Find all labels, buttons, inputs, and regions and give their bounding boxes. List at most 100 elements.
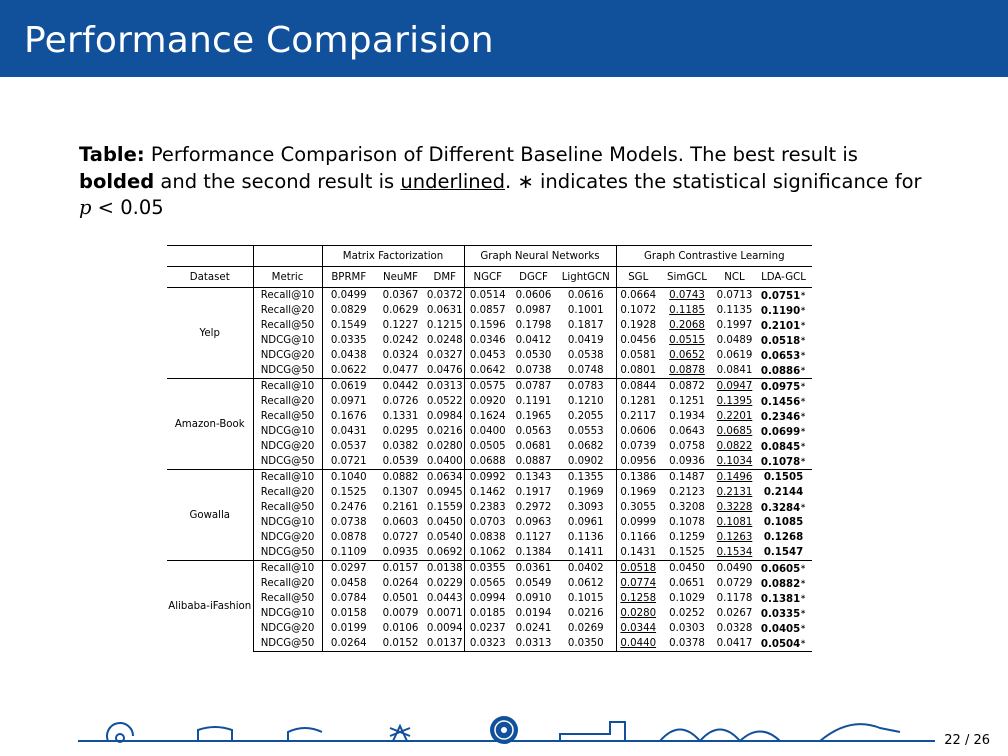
cell-value: 0.0157: [382, 563, 419, 574]
table-cell: 0.0945: [426, 485, 465, 500]
cell-value: 0.0651: [669, 578, 705, 589]
table-cell: 0.0237: [464, 621, 511, 636]
second-best-value: 0.1081: [716, 517, 753, 528]
cell-value: 0.0920: [469, 396, 506, 407]
cell-value: 0.0350: [567, 638, 604, 649]
table-cell: 0.0721: [322, 454, 375, 470]
table-cell: 0.1034: [714, 454, 755, 470]
table-cell: 0.0450: [426, 515, 465, 530]
table-cell: 0.0405∗: [755, 621, 812, 636]
best-value: 0.2101: [760, 320, 801, 332]
cell-value: 0.0158: [330, 608, 367, 619]
best-value: 0.2144: [763, 487, 804, 498]
table-row: NDCG@50 0.0721 0.0539 0.0400 0.0688 0.0887 0.0…: [167, 454, 812, 470]
cell-value: 0.1676: [330, 411, 367, 422]
table-cell: 0.1085: [755, 515, 812, 530]
dataset-name: Yelp: [167, 287, 254, 379]
table-cell: 0.0565: [464, 576, 511, 591]
table-cell: 0.0882: [375, 469, 426, 485]
table-cell: 0.1166: [616, 530, 660, 545]
table-cell: 0.0372: [426, 287, 465, 303]
second-best-value: 0.1185: [669, 305, 705, 316]
cell-value: 0.0400: [426, 456, 463, 467]
cell-value: 0.0094: [426, 623, 463, 634]
table-cell: 0.1798: [511, 318, 556, 333]
table-cell: 0.1191: [511, 394, 556, 409]
table-cell: 0.1343: [511, 469, 556, 485]
cell-value: 0.0619: [330, 381, 367, 392]
table-cell: 0.1081: [714, 515, 755, 530]
group-header-empty: [167, 245, 254, 267]
table-cell: 0.0280: [616, 606, 660, 621]
cell-value: 0.0442: [382, 381, 419, 392]
significance-star: ∗: [800, 501, 807, 510]
best-value: 0.1505: [763, 472, 804, 483]
best-value: 0.3284: [760, 502, 801, 514]
footer-hill: [819, 723, 901, 742]
table-cell: 0.0787: [511, 378, 556, 394]
table-cell: 0.2131: [714, 485, 755, 500]
table-cell: 0.0152: [375, 636, 426, 652]
cell-value: 0.0984: [426, 411, 463, 422]
cell-value: 0.0229: [426, 578, 463, 589]
cell-value: 0.0841: [716, 365, 753, 376]
table-cell: 0.1227: [375, 318, 426, 333]
table-cell: 0.1268: [755, 530, 812, 545]
table-cell: 0.1525: [322, 485, 375, 500]
table-cell: 0.0489: [714, 333, 755, 348]
table-cell: 0.0688: [464, 454, 511, 470]
cell-value: 0.2383: [469, 502, 506, 513]
cell-value: 0.0987: [515, 305, 552, 316]
significance-star: ∗: [800, 455, 807, 464]
cell-value: 0.0489: [716, 335, 753, 346]
table-cell: 0.0412: [511, 333, 556, 348]
cell-value: 0.0956: [620, 456, 657, 467]
cell-value: 0.0729: [716, 578, 753, 589]
table-cell: 0.0681: [511, 439, 556, 454]
cell-value: 0.0682: [567, 441, 604, 452]
table-cell: 0.0229: [426, 576, 465, 591]
cell-value: 0.1928: [620, 320, 657, 331]
table-cell: 0.0774: [616, 576, 660, 591]
table-cell: 0.1384: [511, 545, 556, 561]
cell-value: 0.0878: [330, 532, 367, 543]
best-value: 0.1268: [763, 532, 804, 543]
cell-value: 0.0721: [330, 456, 367, 467]
cell-value: 0.0499: [330, 290, 367, 301]
column-header: DMF: [426, 266, 465, 288]
metric-name: Recall@50: [253, 500, 323, 515]
table-cell: 0.0651: [660, 576, 714, 591]
table-cell: 0.1559: [426, 500, 465, 515]
footer-emblem: [490, 716, 518, 744]
table-cell: 0.0606: [616, 424, 660, 439]
cell-value: 0.0522: [426, 396, 463, 407]
table-cell: 0.0987: [511, 303, 556, 318]
significance-star: ∗: [800, 440, 807, 449]
table-cell: 0.1487: [660, 469, 714, 485]
significance-star: ∗: [800, 592, 807, 601]
cell-value: 0.0303: [669, 623, 705, 634]
table-cell: 0.0738: [511, 363, 556, 379]
table-cell: 0.0838: [464, 530, 511, 545]
table-row: NDCG@20 0.0878 0.0727 0.0540 0.0838 0.1127 0.1…: [167, 530, 812, 545]
table-cell: 0.0504∗: [755, 636, 812, 652]
table-cell: 0.1259: [660, 530, 714, 545]
second-best-value: 0.1395: [716, 396, 753, 407]
table-row: NDCG@20 0.0537 0.0382 0.0280 0.0505 0.0681 0.0…: [167, 439, 812, 454]
table-cell: 0.0971: [322, 394, 375, 409]
significance-star: ∗: [800, 349, 807, 358]
caption-label: Table:: [79, 143, 145, 166]
table-cell: 0.0522: [426, 394, 465, 409]
cell-value: 0.0688: [469, 456, 506, 467]
cell-value: 0.1817: [567, 320, 604, 331]
table-cell: 0.0975∗: [755, 378, 812, 394]
table-row: NDCG@10 0.0335 0.0242 0.0248 0.0346 0.0412 0.0…: [167, 333, 812, 348]
table-cell: 0.0784: [322, 591, 375, 606]
cell-value: 0.0443: [426, 593, 463, 604]
table-cell: 0.0692: [426, 545, 465, 561]
cell-value: 0.0346: [469, 335, 506, 346]
cell-value: 0.0501: [382, 593, 419, 604]
best-value: 0.0605: [760, 563, 801, 575]
table-row: Recall@20 0.0458 0.0264 0.0229 0.0565 0.0549 0…: [167, 576, 812, 591]
second-best-value: 0.0743: [669, 290, 705, 301]
